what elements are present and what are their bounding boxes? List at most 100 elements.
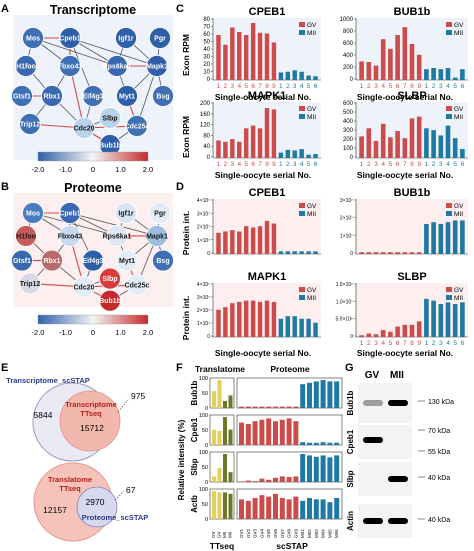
colorbar-tick-label: 1.0 <box>115 165 125 174</box>
network-node-circle <box>59 202 81 224</box>
venn-top-inner-circle <box>59 390 121 452</box>
venn-bottom-outer-label-1: Translatome <box>48 475 92 484</box>
f-proteome-x-label: GV9 <box>293 528 298 538</box>
venn-top-left-count: 5844 <box>34 410 53 420</box>
x-tick-label: 4 <box>300 161 304 168</box>
network-node-cdc25c: Cdc25c <box>125 274 150 297</box>
venn-bottom-left-count: 12157 <box>43 505 67 515</box>
legend-swatch-gv <box>446 203 452 208</box>
f-proteome-bar-mii <box>327 442 333 445</box>
y-tick-label: 80 <box>203 133 210 139</box>
y-tick-label: 400 <box>343 119 354 125</box>
bar-mii-4 <box>445 68 451 80</box>
bar-mii-2 <box>431 300 436 337</box>
y-tick-label: 160 <box>200 112 211 118</box>
f-proteome-x-label: MII4 <box>321 529 326 538</box>
network-node-circle <box>59 55 81 77</box>
network-node-gtsf1: Gtsf1 <box>11 85 33 107</box>
y-tick-label: 200 <box>343 137 354 143</box>
y-tick-label: 0 <box>350 77 354 83</box>
bar-mii-5 <box>452 304 458 337</box>
y-tick-label: 800 <box>343 29 354 35</box>
f-proteome-bar-gv <box>279 498 285 519</box>
bar-mii-1 <box>278 72 284 80</box>
x-tick-label: 3 <box>439 83 443 90</box>
legend-label-mii: MII <box>307 114 316 121</box>
f-proteome-bar-gv <box>259 478 265 482</box>
x-tick-label: 5 <box>389 83 393 90</box>
f-proteome-bar-gv <box>293 406 299 408</box>
band-gv <box>363 518 383 524</box>
f-proteome-bar-gv <box>293 496 299 519</box>
bar-gv-4 <box>237 141 242 158</box>
x-tick-label: 3 <box>374 340 378 347</box>
x-tick-label: 8 <box>410 340 414 347</box>
f-proteome-x-label: GV6 <box>273 528 278 538</box>
f-translatome-bar <box>217 380 222 408</box>
y-tick-label: 20 <box>203 62 210 68</box>
bar-gv-9 <box>271 109 277 158</box>
f-xlabel-left: TTseq <box>210 541 234 551</box>
f-translatome-bar <box>228 493 233 519</box>
colorbar-tick-label: 0 <box>91 165 95 174</box>
blot-protein-label: Actin <box>346 511 355 531</box>
bar-mii-4 <box>299 71 304 80</box>
bar-gv-4 <box>237 301 242 337</box>
g-lane-mii: MII <box>390 370 404 381</box>
network-node-circle <box>99 267 121 290</box>
network-node-circle <box>106 225 128 247</box>
network-node-circle <box>106 55 128 77</box>
f-proteome-bar-gv <box>259 419 265 445</box>
f-proteome-bar-gv <box>279 419 285 445</box>
legend-swatch-mii <box>299 211 305 216</box>
bar-gv-5 <box>388 252 393 254</box>
network-node-label: Bub1b <box>99 143 121 150</box>
bar-mii-3 <box>292 251 297 254</box>
network-node-circle <box>126 274 148 297</box>
f-translatome-bar <box>228 395 233 408</box>
bar-mii-6 <box>313 153 318 158</box>
f-proteome-bar-mii <box>320 380 326 408</box>
x-tick-label: 5 <box>389 161 393 168</box>
bar-gv-4 <box>237 32 242 80</box>
f-proteome-bar-gv <box>266 406 272 408</box>
blot-protein-label: Bub1b <box>346 390 355 415</box>
network-node-bub1b: Bub1b <box>99 289 121 312</box>
network-node-circle <box>59 225 81 247</box>
x-tick-label: 1 <box>279 83 283 90</box>
network-a: Mos Cpeb1 Igf1r Pgr H1foo Fbxo43 Rps6ka1 Mapk1 G… <box>11 27 174 156</box>
bar-mii-6 <box>460 220 465 254</box>
chart-title: MAPK1 <box>248 271 287 283</box>
bar-gv-6 <box>250 300 256 337</box>
c-xlabel-left-top: Single-oocyte serial No. <box>215 92 311 102</box>
f-translatome-bar <box>228 472 233 482</box>
f-proteome-bar-mii <box>334 455 340 482</box>
network-node-bsg: Bsg <box>152 249 174 272</box>
f-y-tick-label: 0 <box>205 443 208 449</box>
c-ylabel-top: Exon RPM <box>181 34 191 76</box>
bar-mii-2 <box>285 71 291 80</box>
bar-gv-7 <box>257 226 263 254</box>
f-proteome-bar-mii <box>307 455 312 482</box>
legend-label-mii: MII <box>454 211 463 218</box>
network-node-mapk1: Mapk1 <box>146 225 168 247</box>
f-row-gene-label: Slbp <box>190 458 199 475</box>
bar-mii-2 <box>285 149 291 158</box>
blot-actin: Actin 40 kDa <box>346 504 450 538</box>
x-tick-label: 3 <box>231 83 235 90</box>
bar-gv-2 <box>223 141 228 158</box>
legend-swatch-mii <box>446 295 452 300</box>
x-tick-label: 5 <box>307 83 311 90</box>
f-translatome-bar <box>223 401 227 408</box>
network-node-trip12: Trip12 <box>19 272 41 295</box>
f-proteome-bar-mii <box>334 442 340 445</box>
y-tick-label: 600 <box>343 41 354 47</box>
bar-mii-4 <box>445 125 451 158</box>
y-tick-label: 3×10⁷ <box>197 295 210 301</box>
bar-gv-4 <box>380 39 386 80</box>
x-tick-label: 2 <box>286 83 290 90</box>
network-node-circle <box>41 249 63 272</box>
f-proteome-bar-mii <box>327 502 333 519</box>
legend-label-gv: GV <box>454 22 464 29</box>
